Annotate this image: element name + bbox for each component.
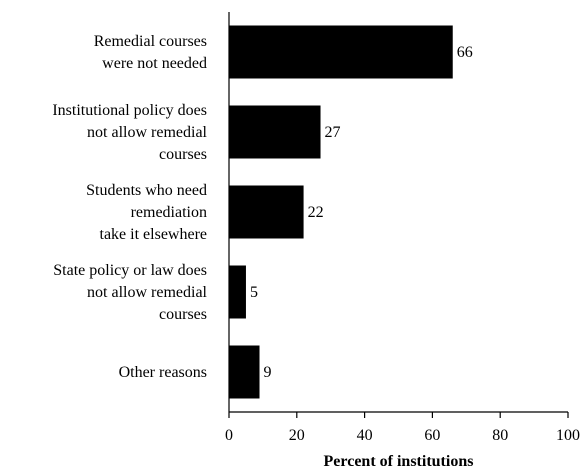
x-tick-label: 60: [424, 427, 440, 444]
x-tick-label: 100: [556, 427, 580, 444]
data-label: 22: [308, 204, 324, 221]
x-tick-label: 40: [357, 427, 373, 444]
bar: [229, 105, 321, 159]
value-labels: 66 27 22 5 9: [250, 44, 473, 381]
x-tick-label: 20: [289, 427, 305, 444]
data-label: 66: [457, 44, 473, 61]
category-label: Remedial courses were not needed: [94, 33, 207, 72]
x-ticks: 0 20 40 60 80 100: [225, 412, 580, 444]
bar: [229, 185, 304, 239]
bar: [229, 265, 246, 319]
category-label: Students who need remediation take it else…: [86, 182, 207, 243]
category-labels: Remedial courses were not needed Instituti…: [52, 33, 207, 381]
x-tick-label: 0: [225, 427, 233, 444]
data-label: 9: [264, 364, 272, 381]
category-label: State policy or law does not allow remedi…: [53, 262, 207, 323]
data-label: 27: [325, 124, 341, 141]
category-label: Institutional policy does not allow remed…: [52, 102, 207, 163]
bar: [229, 25, 453, 79]
bars: [229, 25, 453, 399]
category-label: Other reasons: [119, 364, 207, 381]
x-axis-title: Percent of institutions: [324, 453, 474, 470]
x-tick-label: 80: [492, 427, 508, 444]
bar: [229, 345, 260, 399]
data-label: 5: [250, 284, 258, 301]
